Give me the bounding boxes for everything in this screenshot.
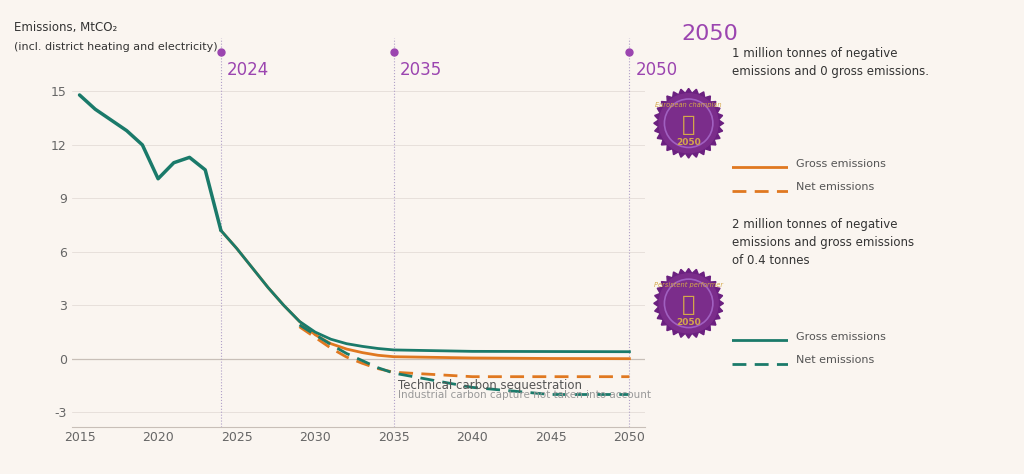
Text: 2050: 2050 (636, 61, 678, 79)
Text: Net emissions: Net emissions (796, 182, 873, 192)
Text: 🦜: 🦜 (682, 295, 695, 315)
Polygon shape (653, 268, 724, 338)
Text: Persistent performer: Persistent performer (654, 282, 723, 288)
Text: Technical carbon sequestration: Technical carbon sequestration (398, 379, 583, 392)
Text: Gross emissions: Gross emissions (796, 331, 886, 342)
Text: Emissions, MtCO₂: Emissions, MtCO₂ (14, 21, 118, 34)
Text: 🏆: 🏆 (682, 115, 695, 135)
Text: Net emissions: Net emissions (796, 355, 873, 365)
Text: 2050: 2050 (681, 24, 738, 44)
Text: 2035: 2035 (400, 61, 442, 79)
Circle shape (659, 94, 718, 153)
Text: Gross emissions: Gross emissions (796, 158, 886, 169)
Text: European champion: European champion (655, 102, 722, 108)
Text: Industrial carbon capture not taken into account: Industrial carbon capture not taken into… (398, 390, 651, 400)
Text: 2024: 2024 (227, 61, 269, 79)
Circle shape (659, 274, 718, 333)
Text: 2050: 2050 (676, 318, 701, 327)
Text: (incl. district heating and electricity): (incl. district heating and electricity) (14, 42, 218, 52)
Text: 2050: 2050 (676, 138, 701, 147)
Polygon shape (653, 88, 724, 158)
Text: 2 million tonnes of negative
emissions and gross emissions
of 0.4 tonnes: 2 million tonnes of negative emissions a… (732, 218, 914, 267)
Text: 1 million tonnes of negative
emissions and 0 gross emissions.: 1 million tonnes of negative emissions a… (732, 47, 929, 78)
